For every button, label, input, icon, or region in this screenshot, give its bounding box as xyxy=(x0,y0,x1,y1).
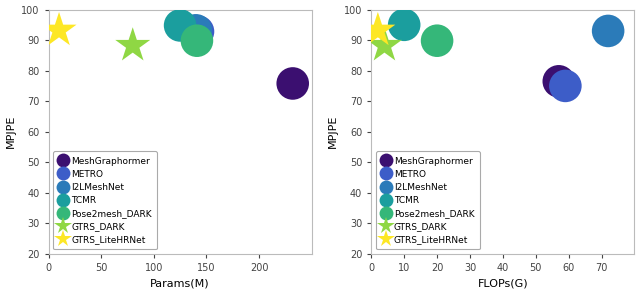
Point xyxy=(127,43,138,48)
Point xyxy=(560,83,570,88)
Point xyxy=(192,38,202,43)
Point xyxy=(554,79,564,84)
Legend: MeshGraphormer, METRO, I2LMeshNet, TCMR, Pose2mesh_DARK, GTRS_DARK, GTRS_LiteHRN: MeshGraphormer, METRO, I2LMeshNet, TCMR,… xyxy=(376,151,480,249)
Point xyxy=(399,22,410,27)
Point xyxy=(175,23,185,28)
Y-axis label: MPJPE: MPJPE xyxy=(6,115,15,148)
Point xyxy=(432,38,442,43)
X-axis label: FLOPs(G): FLOPs(G) xyxy=(477,278,528,288)
Point xyxy=(191,28,201,33)
Point xyxy=(287,81,298,86)
Legend: MeshGraphormer, METRO, I2LMeshNet, TCMR, Pose2mesh_DARK, GTRS_DARK, GTRS_LiteHRN: MeshGraphormer, METRO, I2LMeshNet, TCMR,… xyxy=(53,151,157,249)
Y-axis label: MPJPE: MPJPE xyxy=(328,115,339,148)
Point xyxy=(372,28,383,33)
Point xyxy=(54,28,64,33)
Point xyxy=(193,29,203,34)
Point xyxy=(380,43,390,48)
X-axis label: Params(M): Params(M) xyxy=(150,278,210,288)
Point xyxy=(603,29,613,33)
